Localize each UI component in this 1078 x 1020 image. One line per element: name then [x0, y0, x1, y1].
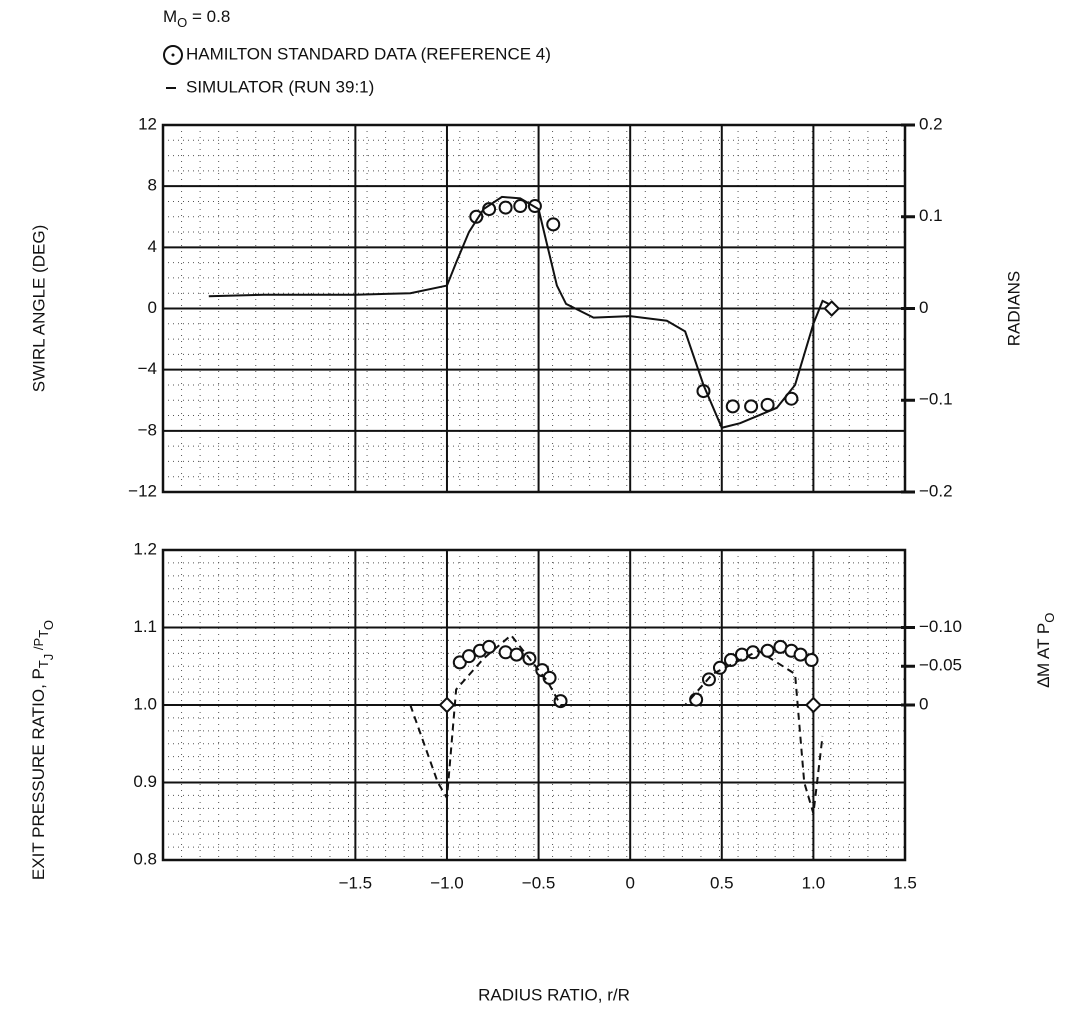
series-line: [409, 633, 824, 814]
y-tick-label: 1.1: [133, 617, 157, 636]
label-part: EXIT PRESSURE RATIO, P: [29, 668, 48, 880]
label-part: O: [177, 15, 187, 30]
label-part: M: [163, 7, 177, 26]
legend-symbol: [171, 53, 175, 57]
y-tick-label: 1.2: [133, 539, 157, 558]
data-point: [498, 645, 513, 660]
data-point: [723, 653, 738, 668]
data-point: [804, 653, 819, 668]
label-part: T: [36, 660, 51, 668]
x-tick-label: 1.5: [893, 873, 917, 892]
y2-tick-label: −0.05: [919, 656, 962, 675]
y-axis-label: SWIRL ANGLE (DEG): [29, 225, 48, 393]
data-point: [804, 696, 822, 714]
label-part: ∆M AT P: [1034, 623, 1053, 688]
x-tick-label: −0.5: [522, 873, 556, 892]
data-point: [498, 200, 513, 215]
data-point: [469, 209, 484, 224]
y-tick-label: 1.0: [133, 694, 157, 713]
y-tick-label: −4: [138, 359, 157, 378]
data-point: [725, 399, 740, 414]
data-point: [546, 217, 561, 232]
y-tick-label: 12: [138, 114, 157, 133]
y2-axis-label: RADIANS: [1004, 271, 1023, 347]
y2-tick-label: −0.2: [919, 481, 953, 500]
y2-tick-label: −0.10: [919, 617, 962, 636]
data-point: [744, 399, 759, 414]
x-tick-label: 0: [625, 873, 634, 892]
y-tick-label: −12: [128, 481, 157, 500]
label-part: /P: [31, 638, 46, 654]
data-point: [509, 647, 524, 662]
y2-tick-label: 0: [919, 694, 928, 713]
data-point: [438, 696, 456, 714]
data-point: [513, 199, 528, 214]
y-tick-label: 0.8: [133, 849, 157, 868]
label-part: T: [36, 630, 51, 638]
y2-tick-label: 0: [919, 298, 928, 317]
y2-axis-label: ∆M AT PO: [1034, 613, 1057, 688]
data-point: [689, 692, 704, 707]
legend-label: SIMULATOR (RUN 39:1): [186, 77, 374, 96]
x-tick-label: 0.5: [710, 873, 734, 892]
y-tick-label: 4: [148, 237, 157, 256]
x-tick-label: 1.0: [802, 873, 826, 892]
data-point: [760, 643, 775, 658]
label-part: O: [1042, 613, 1057, 623]
data-point: [784, 391, 799, 406]
y2-tick-label: 0.1: [919, 206, 943, 225]
data-point: [482, 639, 497, 654]
x-axis-label: RADIUS RATIO, r/R: [478, 985, 630, 1004]
x-tick-label: −1.5: [339, 873, 373, 892]
y-axis-label: EXIT PRESSURE RATIO, PTJ /PTO: [29, 620, 56, 880]
annotation: MO = 0.8: [163, 7, 230, 30]
label-part: J: [41, 654, 56, 661]
data-point: [793, 647, 808, 662]
legend-label: HAMILTON STANDARD DATA (REFERENCE 4): [186, 44, 551, 63]
y-tick-label: 0: [148, 298, 157, 317]
y2-tick-label: 0.2: [919, 114, 943, 133]
y-tick-label: −8: [138, 420, 157, 439]
label-part: = 0.8: [187, 7, 230, 26]
data-point: [823, 300, 841, 317]
data-point: [461, 649, 476, 664]
y2-tick-label: −0.1: [919, 390, 953, 409]
label-part: O: [41, 620, 56, 630]
x-tick-label: −1.0: [430, 873, 464, 892]
series-line: [208, 195, 833, 429]
data-point: [734, 647, 749, 662]
y-tick-label: 8: [148, 176, 157, 195]
y-tick-label: 0.9: [133, 772, 157, 791]
